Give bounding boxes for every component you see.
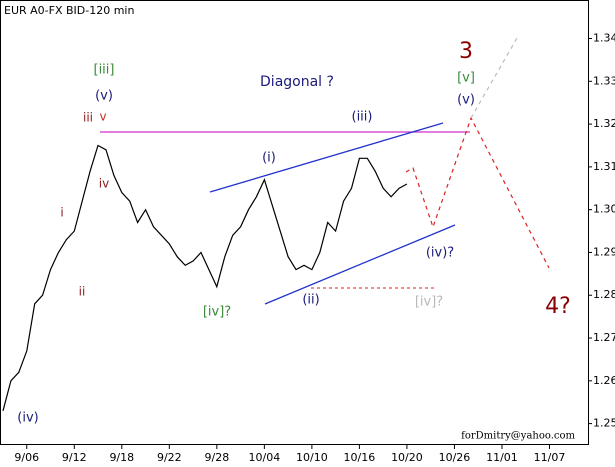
wave-label: iv <box>99 177 109 191</box>
wave-label: (ii) <box>302 293 319 308</box>
alt-projection <box>470 37 518 119</box>
wave-label: iii <box>83 111 93 125</box>
wave-label: 3 <box>459 39 473 64</box>
wave-label: Diagonal ? <box>260 74 334 90</box>
wave-label: (iv) <box>17 411 38 426</box>
x-tick-label: 11/07 <box>534 451 566 464</box>
x-tick-label: 9/28 <box>204 451 229 464</box>
wave-label: 4? <box>545 294 571 319</box>
x-tick-label: 11/01 <box>486 451 518 464</box>
x-tick-label: 9/22 <box>157 451 182 464</box>
x-tick-label: 9/12 <box>62 451 87 464</box>
x-tick-label: 10/16 <box>344 451 376 464</box>
wave-label: i <box>60 206 63 220</box>
wave-label: (v) <box>95 89 113 104</box>
plot-frame <box>0 0 589 445</box>
y-tick-label: 1.31 <box>593 160 615 173</box>
wave-label: (v) <box>457 93 475 108</box>
x-tick-label: 10/26 <box>439 451 471 464</box>
y-tick-label: 1.28 <box>593 288 615 301</box>
wave-label: (iv)? <box>426 246 454 261</box>
wave-label: [iii] <box>94 63 115 78</box>
y-tick-label: 1.26 <box>593 374 615 387</box>
x-tick-label: 10/10 <box>296 451 328 464</box>
y-tick-label: 1.27 <box>593 331 615 344</box>
y-tick-label: 1.32 <box>593 117 615 130</box>
channel-lower <box>264 224 456 305</box>
chart-title: EUR A0-FX BID-120 min <box>4 4 134 17</box>
y-tick-label: 1.33 <box>593 74 615 87</box>
x-tick-label: 9/18 <box>109 451 134 464</box>
channel-upper <box>209 122 444 193</box>
x-tick-label: 10/04 <box>249 451 281 464</box>
wave-label: [iv]? <box>203 305 231 320</box>
y-tick-label: 1.34 <box>593 32 615 45</box>
credit: forDmitry@yahoo.com <box>461 431 575 442</box>
x-tick-label: 10/20 <box>391 451 423 464</box>
wave-label: [iv]? <box>415 295 443 310</box>
wave-label: ii <box>79 285 86 299</box>
projection <box>405 116 550 269</box>
wave-label: [v] <box>457 71 475 86</box>
y-tick-label: 1.29 <box>593 245 615 258</box>
wave-label: (iii) <box>352 110 373 125</box>
x-tick-label: 9/06 <box>14 451 39 464</box>
y-tick-label: 1.30 <box>593 203 615 216</box>
wave-label: (i) <box>262 151 276 166</box>
wave-label: v <box>99 110 106 124</box>
price-line <box>2 144 408 411</box>
y-tick-label: 1.25 <box>593 417 615 430</box>
